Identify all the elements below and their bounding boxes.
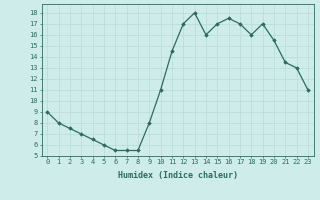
X-axis label: Humidex (Indice chaleur): Humidex (Indice chaleur)	[118, 171, 237, 180]
